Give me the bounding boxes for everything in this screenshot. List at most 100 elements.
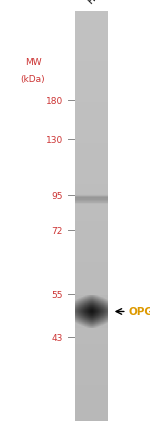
Bar <box>99 327 100 328</box>
Bar <box>85 314 86 315</box>
Bar <box>104 324 105 325</box>
Bar <box>79 295 80 296</box>
Bar <box>83 317 84 318</box>
Bar <box>77 302 78 303</box>
Bar <box>86 308 87 309</box>
Bar <box>95 313 96 314</box>
Bar <box>87 297 88 298</box>
Bar <box>79 308 80 309</box>
Bar <box>79 314 80 315</box>
Bar <box>103 322 104 323</box>
Bar <box>84 309 85 310</box>
Bar <box>101 298 102 299</box>
Bar <box>105 308 106 309</box>
Bar <box>79 305 80 306</box>
Bar <box>75 201 108 202</box>
Bar <box>98 299 99 300</box>
Bar <box>103 321 104 322</box>
Bar <box>95 303 96 304</box>
Bar <box>107 309 108 310</box>
Bar <box>104 297 105 298</box>
Bar <box>87 310 88 311</box>
Bar <box>96 311 97 312</box>
Bar <box>97 295 98 296</box>
Bar <box>95 309 96 310</box>
Bar <box>101 309 102 310</box>
Bar <box>92 320 93 321</box>
Bar <box>104 319 105 320</box>
Bar <box>90 321 91 322</box>
Bar <box>100 324 101 325</box>
Bar <box>102 310 103 311</box>
Bar <box>79 317 80 318</box>
Bar <box>84 296 85 297</box>
Bar <box>82 317 83 318</box>
Bar <box>91 309 92 310</box>
Bar <box>75 311 76 312</box>
Bar <box>88 319 89 320</box>
Bar <box>95 321 96 322</box>
Bar <box>95 296 96 297</box>
Bar <box>102 319 103 320</box>
Bar <box>98 307 99 308</box>
Bar <box>93 313 94 314</box>
Bar <box>102 297 103 298</box>
Bar <box>92 315 93 316</box>
Bar <box>82 299 83 300</box>
Bar <box>95 324 96 325</box>
Bar <box>102 315 103 316</box>
Bar <box>105 312 106 313</box>
Bar <box>88 300 89 301</box>
Bar <box>104 304 105 305</box>
Bar <box>92 300 93 301</box>
Bar <box>95 323 96 324</box>
Bar <box>96 316 97 317</box>
Bar <box>98 308 99 309</box>
Bar <box>88 310 89 311</box>
Bar <box>99 297 100 298</box>
Bar <box>93 317 94 318</box>
Bar <box>100 317 101 318</box>
Bar <box>102 318 103 319</box>
Bar <box>92 314 93 315</box>
Bar <box>78 304 79 305</box>
Bar <box>102 321 103 322</box>
Bar <box>93 322 94 323</box>
Bar <box>99 327 100 328</box>
Bar <box>79 321 80 322</box>
Bar <box>80 324 81 325</box>
Bar <box>84 300 85 301</box>
Bar <box>96 309 97 310</box>
Bar <box>77 320 78 321</box>
Bar <box>79 325 80 326</box>
Bar <box>97 309 98 310</box>
Bar <box>87 324 88 325</box>
Bar <box>80 297 81 298</box>
Bar <box>80 308 81 309</box>
Bar <box>86 321 87 322</box>
Bar <box>98 306 99 307</box>
Bar <box>76 308 77 309</box>
Bar <box>85 299 86 300</box>
Bar <box>97 320 98 321</box>
Bar <box>93 307 94 308</box>
Bar <box>83 307 84 308</box>
Bar <box>99 310 100 311</box>
Bar <box>79 321 80 322</box>
Bar <box>105 311 106 312</box>
Bar <box>105 299 106 300</box>
Bar <box>79 301 80 302</box>
Bar <box>84 323 85 324</box>
Bar <box>103 315 104 316</box>
Bar <box>97 326 98 327</box>
Bar <box>95 317 96 318</box>
Bar <box>101 321 102 322</box>
Bar <box>107 304 108 305</box>
Bar <box>104 326 105 327</box>
Bar <box>87 302 88 303</box>
Bar <box>98 326 99 327</box>
Bar <box>88 309 89 310</box>
Bar <box>100 322 101 323</box>
Bar <box>86 311 87 312</box>
Bar <box>94 322 95 323</box>
